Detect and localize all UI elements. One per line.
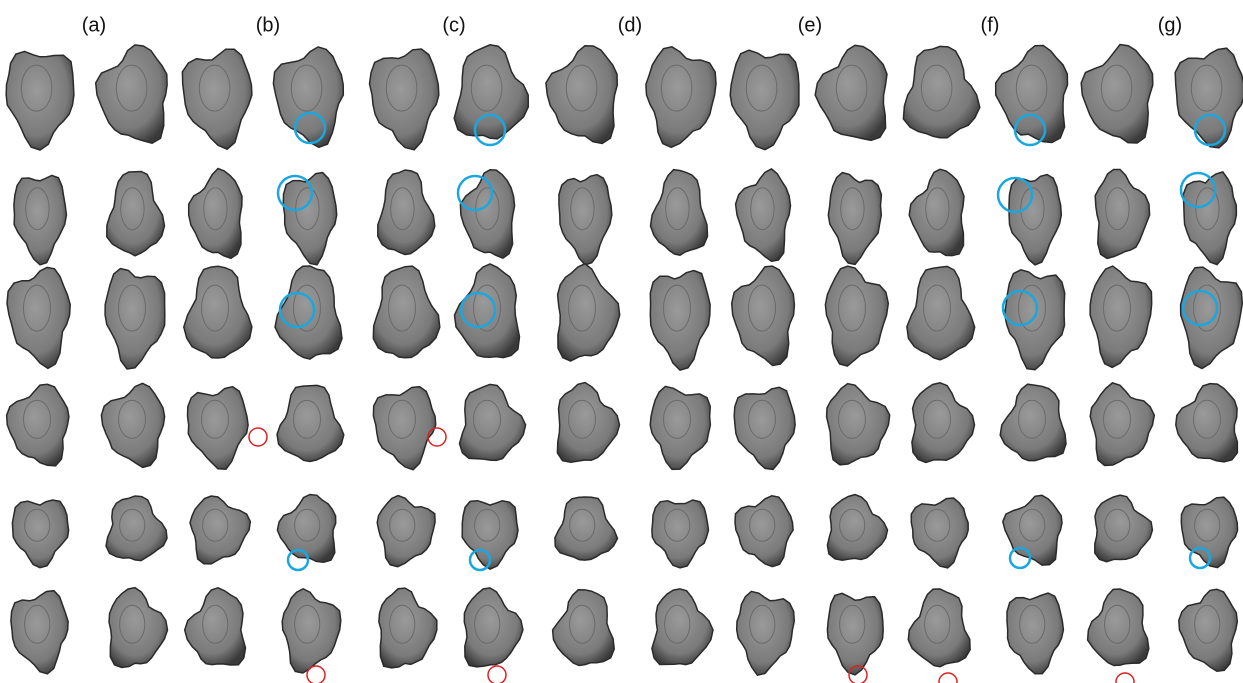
column-labels: (a) (b) (c) (d) (e) (f) (g) — [82, 14, 1182, 36]
rendering — [827, 384, 890, 465]
rendering — [377, 496, 435, 567]
column-label: (b) — [256, 14, 280, 36]
rendering — [734, 387, 795, 469]
rendering — [737, 591, 795, 675]
rendering — [646, 47, 716, 148]
rendering — [185, 588, 246, 665]
rendering — [1176, 384, 1238, 462]
rendering — [373, 266, 440, 358]
rendering — [188, 387, 249, 470]
rendering — [908, 589, 970, 667]
column-label: (e) — [798, 14, 822, 36]
rendering — [555, 497, 618, 560]
rendering — [14, 175, 67, 264]
rendering — [190, 496, 250, 564]
rendering — [7, 384, 69, 466]
rendering — [912, 383, 975, 463]
rendering — [184, 266, 252, 358]
rendering — [1175, 48, 1243, 148]
rendering — [909, 169, 964, 255]
rendering — [273, 47, 343, 147]
rendering — [652, 589, 713, 665]
rendering — [1090, 383, 1154, 466]
rendering — [455, 264, 520, 358]
rendering — [652, 500, 709, 568]
rendering — [189, 169, 242, 259]
rendering — [911, 498, 968, 568]
error-circle — [939, 673, 957, 683]
rendering — [1181, 267, 1243, 368]
rendering — [464, 588, 523, 667]
rendering — [1000, 384, 1066, 460]
error-circle — [428, 428, 446, 446]
rendering — [370, 49, 439, 150]
error-circle — [488, 666, 506, 683]
rendering — [903, 46, 979, 137]
column-label: (c) — [442, 14, 465, 36]
rendering — [96, 45, 167, 143]
rendering — [182, 49, 252, 149]
rendering — [558, 264, 620, 361]
rendering — [277, 385, 344, 461]
renderings — [6, 45, 1243, 676]
rendering — [106, 496, 167, 561]
rendering — [1007, 593, 1063, 674]
column-label: (g) — [1158, 14, 1182, 36]
rendering — [557, 383, 619, 463]
rendering — [282, 589, 341, 673]
error-circle — [249, 428, 267, 446]
rendering — [815, 45, 887, 140]
rendering — [1005, 270, 1065, 370]
rendering — [1095, 170, 1149, 259]
figure: (a) (b) (c) (d) (e) (f) (g) — [0, 0, 1243, 683]
rendering — [1088, 589, 1149, 666]
rendering — [732, 266, 795, 365]
rendering — [1183, 172, 1236, 265]
rendering — [454, 45, 528, 139]
rendering — [736, 169, 791, 261]
rendering — [373, 387, 435, 470]
rendering — [101, 383, 164, 467]
rendering — [553, 590, 615, 666]
rendering — [277, 495, 335, 563]
rendering — [825, 266, 888, 366]
rendering — [275, 266, 342, 359]
rendering — [827, 495, 887, 561]
rendering — [996, 46, 1068, 143]
rendering — [105, 269, 165, 369]
rendering — [650, 386, 710, 469]
rendering — [378, 170, 435, 255]
rendering — [1179, 589, 1238, 671]
rendering — [379, 588, 437, 668]
rendering — [651, 170, 708, 256]
rendering — [1081, 45, 1153, 143]
column-label: (a) — [82, 14, 106, 36]
error-circle — [1116, 673, 1134, 683]
rendering — [828, 173, 881, 265]
rendering — [546, 46, 617, 144]
column-label: (f) — [981, 14, 1000, 36]
rendering — [109, 588, 168, 668]
rendering — [107, 172, 165, 256]
rendering — [907, 266, 975, 359]
column-label: (d) — [618, 14, 642, 36]
rendering — [11, 591, 68, 674]
rendering — [1090, 266, 1152, 367]
rendering — [460, 384, 526, 460]
rendering — [735, 496, 793, 567]
rendering — [7, 267, 70, 368]
rendering — [6, 51, 74, 150]
rendering — [1095, 495, 1153, 562]
error-circle — [307, 666, 325, 683]
